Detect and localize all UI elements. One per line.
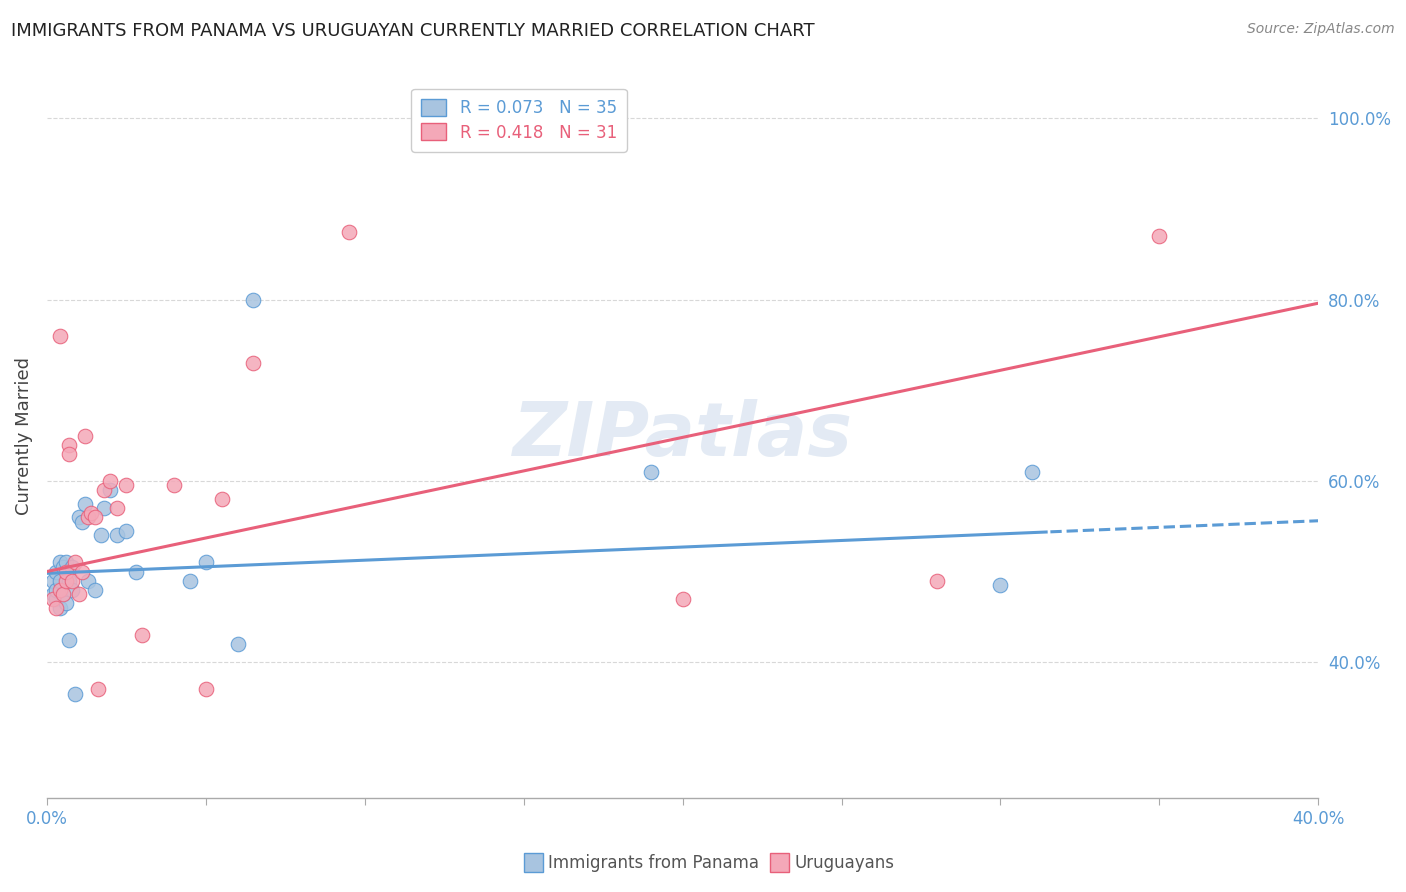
Point (45, 600, 67, 615)
Point (67, 510, 90, 524)
Point (83, 582, 105, 597)
Text: Uruguayans: Uruguayans (794, 854, 894, 871)
Point (990, 578, 1012, 592)
Point (226, 637, 249, 651)
Point (242, 356, 264, 370)
Point (211, 491, 233, 506)
Point (42, 587, 65, 601)
Point (42, 591, 65, 606)
Point (52, 587, 75, 601)
Point (58, 437, 80, 451)
Point (105, 501, 128, 516)
Text: Immigrants from Panama: Immigrants from Panama (548, 854, 759, 871)
Point (65, 687, 87, 701)
Point (90, 528, 112, 542)
Point (194, 682, 217, 697)
Point (671, 591, 693, 606)
Point (55, 596, 77, 610)
Point (42, 574, 65, 588)
Point (70, 565, 93, 579)
Point (55, 556, 77, 570)
Point (48, 574, 70, 588)
Point (925, 574, 948, 588)
Point (58, 574, 80, 588)
Point (48, 582, 70, 597)
Point (640, 465, 662, 479)
Text: IMMIGRANTS FROM PANAMA VS URUGUAYAN CURRENTLY MARRIED CORRELATION CHART: IMMIGRANTS FROM PANAMA VS URUGUAYAN CURR… (11, 22, 815, 40)
Point (242, 293, 264, 307)
Point (163, 478, 186, 492)
Point (115, 478, 138, 492)
Point (100, 483, 122, 497)
Point (1021, 465, 1043, 479)
Point (45, 591, 67, 606)
Point (179, 574, 201, 588)
Text: ZIPatlas: ZIPatlas (513, 399, 852, 472)
Point (337, 225, 360, 239)
Point (52, 587, 75, 601)
Point (48, 556, 70, 570)
Point (65, 556, 87, 570)
Point (73, 428, 96, 442)
Point (1149, 229, 1171, 244)
Point (58, 632, 80, 647)
Point (45, 565, 67, 579)
Point (48, 600, 70, 615)
Point (77, 574, 100, 588)
Point (52, 560, 75, 574)
Point (100, 474, 122, 488)
Point (73, 497, 96, 511)
Point (67, 587, 90, 601)
Point (60, 582, 83, 597)
Point (83, 510, 105, 524)
Point (80, 506, 103, 520)
Y-axis label: Currently Married: Currently Married (15, 357, 32, 515)
Point (105, 528, 128, 542)
Text: Source: ZipAtlas.com: Source: ZipAtlas.com (1247, 22, 1395, 37)
Point (55, 565, 77, 579)
Point (45, 582, 67, 597)
Point (60, 574, 83, 588)
Point (60, 560, 83, 574)
Point (125, 565, 148, 579)
Point (93, 501, 115, 516)
Point (115, 524, 138, 538)
Point (93, 483, 115, 497)
Point (70, 515, 93, 529)
Point (58, 447, 80, 461)
Point (194, 556, 217, 570)
Point (77, 510, 100, 524)
Legend: R = 0.073   N = 35, R = 0.418   N = 31: R = 0.073 N = 35, R = 0.418 N = 31 (411, 88, 627, 152)
Point (55, 574, 77, 588)
Point (87, 682, 110, 697)
Point (131, 628, 153, 642)
Point (48, 329, 70, 343)
